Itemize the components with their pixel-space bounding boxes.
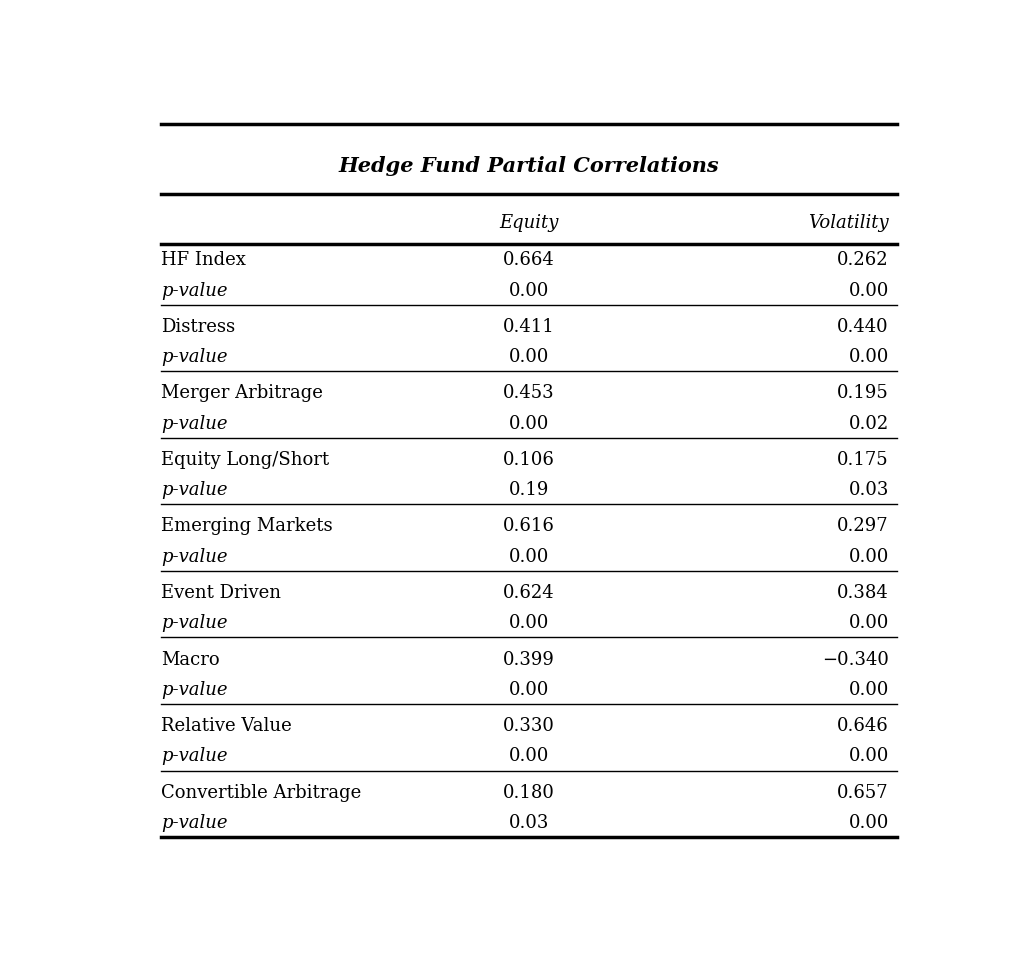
Text: p-value: p-value [161,348,227,366]
Text: 0.180: 0.180 [503,782,555,801]
Text: Macro: Macro [161,650,220,668]
Text: 0.384: 0.384 [837,583,889,601]
Text: 0.646: 0.646 [837,717,889,734]
Text: 0.00: 0.00 [848,348,889,366]
Text: 0.00: 0.00 [848,680,889,699]
Text: 0.664: 0.664 [503,252,555,269]
Text: Convertible Arbitrage: Convertible Arbitrage [161,782,361,801]
Text: 0.399: 0.399 [503,650,555,668]
Text: 0.03: 0.03 [509,813,549,831]
Text: 0.00: 0.00 [848,614,889,632]
Text: 0.00: 0.00 [509,746,549,764]
Text: 0.262: 0.262 [837,252,889,269]
Text: p-value: p-value [161,680,227,699]
Text: 0.00: 0.00 [509,547,549,565]
Text: 0.00: 0.00 [509,281,549,299]
Text: Equity Long/Short: Equity Long/Short [161,451,329,469]
Text: Volatility: Volatility [808,214,889,232]
Text: 0.330: 0.330 [503,717,555,734]
Text: 0.00: 0.00 [848,547,889,565]
Text: 0.411: 0.411 [503,317,555,335]
Text: 0.00: 0.00 [848,746,889,764]
Text: 0.195: 0.195 [837,384,889,402]
Text: −0.340: −0.340 [821,650,889,668]
Text: 0.175: 0.175 [837,451,889,469]
Text: Emerging Markets: Emerging Markets [161,517,332,535]
Text: p-value: p-value [161,547,227,565]
Text: 0.00: 0.00 [509,415,549,433]
Text: Event Driven: Event Driven [161,583,281,601]
Text: 0.440: 0.440 [837,317,889,335]
Text: Merger Arbitrage: Merger Arbitrage [161,384,323,402]
Text: 0.106: 0.106 [503,451,555,469]
Text: 0.02: 0.02 [848,415,889,433]
Text: Hedge Fund Partial Correlations: Hedge Fund Partial Correlations [338,155,719,175]
Text: 0.297: 0.297 [837,517,889,535]
Text: HF Index: HF Index [161,252,246,269]
Text: 0.00: 0.00 [509,614,549,632]
Text: p-value: p-value [161,614,227,632]
Text: 0.00: 0.00 [848,281,889,299]
Text: p-value: p-value [161,746,227,764]
Text: 0.00: 0.00 [509,348,549,366]
Text: 0.00: 0.00 [848,813,889,831]
Text: p-value: p-value [161,281,227,299]
Text: p-value: p-value [161,813,227,831]
Text: Equity: Equity [499,214,558,232]
Text: 0.19: 0.19 [509,480,549,498]
Text: 0.616: 0.616 [503,517,555,535]
Text: 0.453: 0.453 [503,384,555,402]
Text: p-value: p-value [161,415,227,433]
Text: Relative Value: Relative Value [161,717,292,734]
Text: 0.657: 0.657 [837,782,889,801]
Text: Distress: Distress [161,317,235,335]
Text: 0.624: 0.624 [503,583,555,601]
Text: p-value: p-value [161,480,227,498]
Text: 0.00: 0.00 [509,680,549,699]
Text: 0.03: 0.03 [848,480,889,498]
